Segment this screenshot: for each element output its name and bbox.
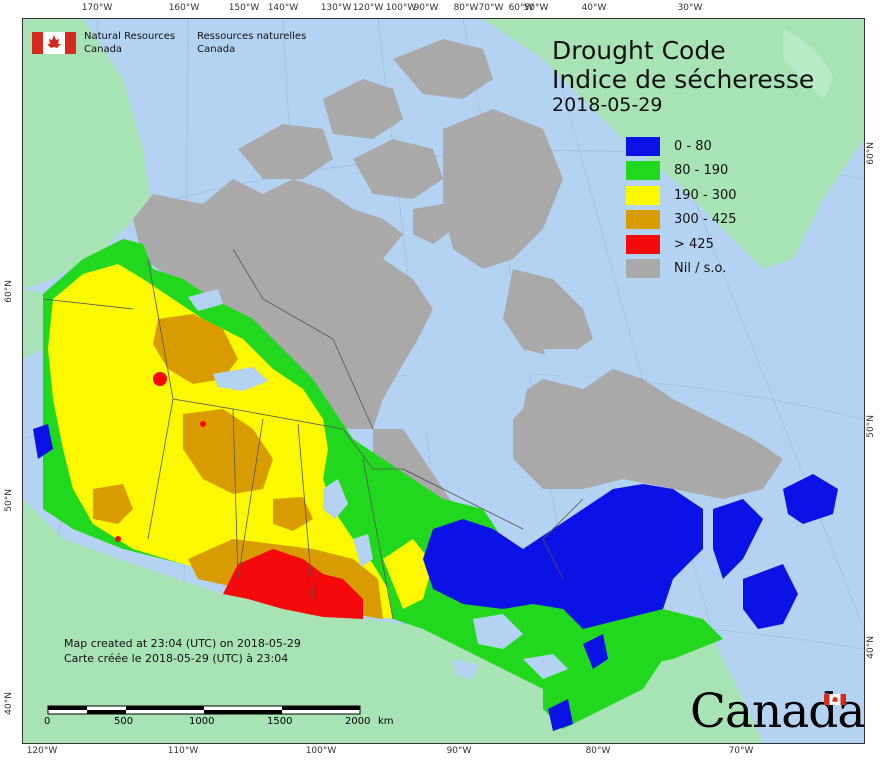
legend-label: Nil / s.o.: [674, 261, 727, 277]
tick-bottom-100w: 100°W: [305, 746, 337, 756]
tick-left-60n: 60°N: [4, 280, 14, 303]
scale-label-500: 500: [114, 716, 134, 727]
tick-right-50n: 50°N: [866, 415, 876, 438]
tick-left-40n: 40°N: [4, 692, 14, 715]
map-svg: [23, 19, 864, 743]
zone-0-80: [33, 424, 838, 731]
wordmark-flag-icon: [824, 690, 846, 705]
legend-label: 0 - 80: [674, 138, 712, 154]
tick-top-70w: 70°W: [478, 3, 504, 13]
map-canvas[interactable]: [22, 18, 865, 744]
tick-bottom-80w: 80°W: [585, 746, 611, 756]
tick-top-60w: 60°W: [508, 3, 534, 13]
scale-unit: km: [378, 716, 394, 727]
map-title: Drought Code Indice de sécheresse: [552, 36, 814, 94]
title-en: Drought Code: [552, 36, 726, 65]
legend-swatch: [626, 136, 660, 156]
tick-bottom-90w: 90°W: [446, 746, 472, 756]
legend-swatch: [626, 259, 660, 279]
agency-name-fr: Ressources naturelles Canada: [197, 30, 306, 56]
tick-top-50w: 50°W: [523, 3, 549, 13]
map-date: 2018-05-29: [552, 94, 663, 116]
canada-nodata: [133, 39, 783, 529]
western-lakes: [188, 289, 373, 567]
tick-right-60n: 60°N: [866, 142, 876, 165]
tick-bottom-110w: 110°W: [167, 746, 199, 756]
hudson-bay: [403, 319, 533, 449]
tick-bottom-70w: 70°W: [728, 746, 754, 756]
agency-fr-line1: Ressources naturelles: [197, 31, 307, 42]
tick-top-120w: 120°W: [352, 3, 384, 13]
tick-top-30w: 30°W: [677, 3, 703, 13]
tick-top-170w: 170°W: [81, 3, 113, 13]
legend-label: 190 - 300: [674, 187, 737, 203]
tick-right-40n: 40°N: [866, 636, 876, 659]
legend-swatch: [626, 210, 660, 230]
legend-swatch: [626, 234, 660, 254]
scale-bar: 0 500 1000 1500 2000 km: [44, 704, 406, 734]
agency-fr-line2: Canada: [197, 44, 236, 55]
agency-en-line1: Natural Resources: [84, 31, 176, 42]
creation-credit: Map created at 23:04 (UTC) on 2018-05-29…: [64, 636, 301, 666]
legend-swatch: [626, 185, 660, 205]
legend-label: 300 - 425: [674, 212, 737, 228]
legend-label: > 425: [674, 236, 714, 252]
tick-top-150w: 150°W: [228, 3, 260, 13]
scale-label-0: 0: [44, 716, 51, 727]
canada-wordmark: Canada: [690, 684, 865, 739]
legend-item: 300 - 425: [626, 208, 737, 233]
zone-gt-425: [115, 372, 363, 619]
legend-item: 80 - 190: [626, 159, 737, 184]
province-boundaries: [42, 248, 584, 620]
legend-swatch: [626, 161, 660, 181]
tick-top-140w: 140°W: [267, 3, 299, 13]
legend-item: > 425: [626, 232, 737, 257]
tick-top-100w: 100°W: [385, 3, 417, 13]
tick-top-40w: 40°W: [581, 3, 607, 13]
legend: 0 - 80 80 - 190 190 - 300 300 - 425 > 425 Nil…: [626, 134, 737, 281]
title-fr: Indice de sécheresse: [552, 65, 815, 94]
scale-label-1500: 1500: [267, 716, 293, 727]
tick-top-130w: 130°W: [320, 3, 352, 13]
canada-flag-icon: [32, 32, 76, 54]
scale-label-2000: 2000: [345, 716, 371, 727]
tick-top-160w: 160°W: [168, 3, 200, 13]
tick-top-80w: 80°W: [453, 3, 479, 13]
tick-left-50n: 50°N: [4, 489, 14, 512]
legend-label: 80 - 190: [674, 163, 729, 179]
tick-top-90w: 90°W: [413, 3, 439, 13]
tick-bottom-120w: 120°W: [26, 746, 58, 756]
legend-item: 190 - 300: [626, 183, 737, 208]
legend-item: Nil / s.o.: [626, 257, 737, 282]
agency-name-en: Natural Resources Canada: [84, 30, 175, 56]
credit-fr: Carte créée le 2018-05-29 (UTC) à 23:04: [64, 652, 289, 665]
scale-label-1000: 1000: [189, 716, 215, 727]
agency-en-line2: Canada: [84, 44, 123, 55]
agency-signature: Natural Resources Canada Ressources natu…: [32, 30, 328, 56]
credit-en: Map created at 23:04 (UTC) on 2018-05-29: [64, 637, 301, 650]
legend-item: 0 - 80: [626, 134, 737, 159]
great-lakes: [453, 614, 568, 679]
